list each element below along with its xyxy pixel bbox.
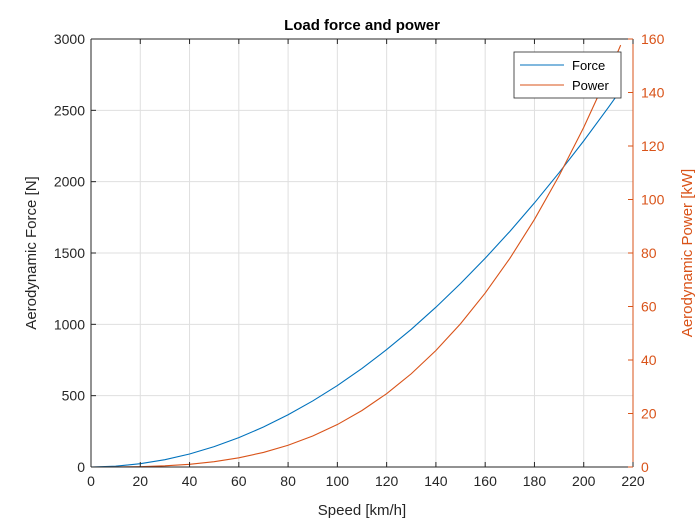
ticks: 0 20 40 60 80 100 120 140 160 180 200 2200500100015… (54, 31, 665, 489)
y-left-tick-label: 3000 (54, 31, 85, 47)
y-left-tick-label: 0 (77, 459, 85, 475)
y-right-tick-label: 120 (641, 138, 665, 154)
y-left-tick-label: 2000 (54, 174, 85, 190)
y-left-tick-label: 1000 (54, 316, 85, 332)
y-axis-left-label: Aerodynamic Force [N] (23, 176, 40, 329)
y-right-tick-label: 100 (641, 192, 665, 208)
x-tick-label: 120 (375, 473, 399, 489)
x-tick-label: 160 (474, 473, 498, 489)
series-line-force (90, 89, 622, 468)
y-left-tick-label: 2500 (54, 102, 85, 118)
legend: Force Power (513, 51, 622, 99)
y-right-tick-label: 160 (641, 31, 665, 47)
y-left-tick-label: 500 (62, 388, 86, 404)
y-right-tick-label: 40 (641, 352, 657, 368)
x-tick-label: 60 (231, 473, 247, 489)
y-right-tick-label: 60 (641, 299, 657, 315)
x-axis-label: Speed [km/h] (318, 502, 406, 519)
x-tick-label: 200 (572, 473, 596, 489)
y-left-tick-label: 1500 (54, 245, 85, 261)
x-tick-label: 220 (621, 473, 645, 489)
x-tick-label: 140 (424, 473, 448, 489)
series-line-power (90, 44, 622, 468)
legend-box (513, 51, 622, 99)
legend-label-force: Force (572, 58, 605, 73)
y-right-tick-label: 0 (641, 459, 649, 475)
x-tick-label: 0 (87, 473, 95, 489)
chart-title: Load force and power (284, 17, 440, 34)
series-layer (90, 44, 622, 468)
x-tick-label: 40 (182, 473, 198, 489)
x-tick-label: 180 (523, 473, 547, 489)
x-tick-label: 80 (280, 473, 296, 489)
y-axis-right-label: Aerodynamic Power [kW] (679, 169, 696, 337)
y-right-tick-label: 140 (641, 85, 665, 101)
y-right-tick-label: 80 (641, 245, 657, 261)
x-tick-label: 20 (132, 473, 148, 489)
x-tick-label: 100 (326, 473, 350, 489)
legend-label-power: Power (572, 78, 610, 93)
y-right-tick-label: 20 (641, 406, 657, 422)
